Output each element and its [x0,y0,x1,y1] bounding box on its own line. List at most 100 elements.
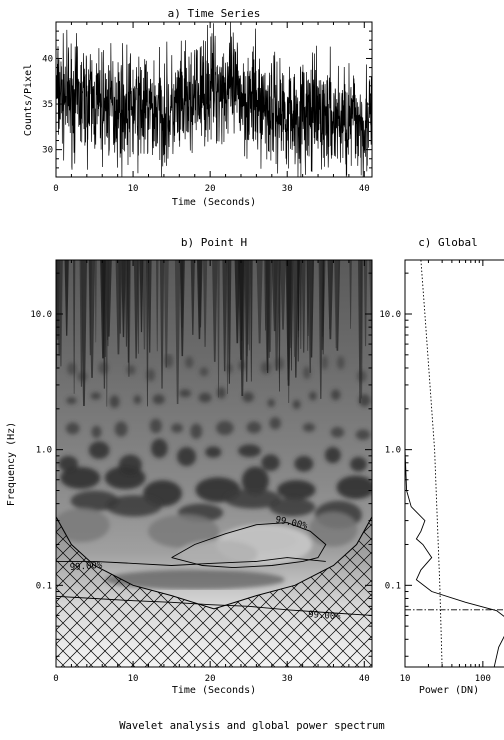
power-blob [324,446,341,464]
power-blob [151,438,168,459]
y-tick-label: 40 [42,54,53,64]
power-streak [285,260,292,386]
power-streak [174,260,181,404]
power-blob [67,362,77,376]
wavelet-power-blobs [56,353,372,590]
power-blob [261,454,280,471]
x-tick-label: 0 [53,674,58,684]
x-tick-label: 10 [128,184,139,194]
power-band [104,569,285,590]
power-streak [217,260,220,398]
power-blob [205,446,222,458]
power-blob [355,429,371,441]
panel-a-title: a) Time Series [168,7,261,20]
power-streak [163,260,169,368]
power-blob [56,508,110,543]
panel-c-ticks: 10.0 1.0 0.1 10 100 [379,260,491,684]
power-blob [269,497,316,517]
x-tick-label: 20 [205,184,216,194]
power-streak [100,260,106,359]
power-streak [280,260,286,330]
power-blob [148,514,220,549]
power-blob [277,480,316,500]
power-blob [109,395,120,408]
power-blob [190,423,203,439]
power-blob [77,371,88,382]
x-tick-label: 0 [53,184,58,194]
power-streak [89,260,95,378]
power-streak [234,260,241,344]
power-streak [267,260,271,358]
y-tick-label: 30 [42,146,53,156]
power-streak [318,260,323,399]
power-blob [133,394,142,405]
significance-contour [56,595,372,616]
panel-b-plot-area [56,260,372,667]
power-streak [271,260,278,332]
panel-b-ticks: 0 10 20 30 40 10.0 1.0 0.1 [30,260,372,684]
power-streak [256,260,263,344]
power-streak [147,260,152,353]
panel-c-frame [404,259,504,668]
power-streak [212,260,218,362]
panel-c-series [405,260,504,667]
power-blob [267,398,275,408]
power-streak [349,260,352,329]
panel-b-title: b) Point H [181,236,247,249]
power-blob [88,441,110,460]
power-blob [269,416,281,430]
power-streak [198,260,203,328]
power-streak [159,260,165,389]
power-streak [227,260,232,384]
power-blob [242,391,254,403]
panel-b-frame [55,259,373,668]
power-blob [90,392,101,400]
power-blob [66,397,77,405]
power-streak [190,260,195,335]
power-blob [303,366,311,380]
x-tick-label: 10 [128,674,139,684]
power-blob [199,366,209,377]
y-tick-label: 35 [42,100,53,110]
power-blob [309,391,317,401]
y-tick-label: 1.0 [36,446,52,456]
power-streak [334,260,339,349]
figure-caption: Wavelet analysis and global power spectr… [119,720,385,732]
y-tick-label: 0.1 [36,581,52,591]
power-streak [308,260,313,373]
x-tick-label: 30 [282,184,293,194]
x-tick-label: 10 [400,674,411,684]
power-blob [146,368,156,382]
power-streak [360,260,363,399]
power-blob [260,361,272,375]
panel-c-xlabel: Power (DN) [419,685,479,696]
power-streak [179,260,185,357]
power-streak [368,260,372,330]
power-blob [98,361,109,375]
x-tick-label: 40 [359,184,370,194]
power-streak [121,260,126,338]
panel-a-series [56,22,372,177]
power-streak [239,260,244,341]
power-streak [250,260,253,382]
power-streak [126,260,131,363]
power-blob [65,422,80,435]
power-streak [146,260,149,407]
panel-b-ylabel: Frequency (Hz) [6,422,17,506]
power-blob [152,394,165,405]
power-blob [105,495,163,517]
power-streak [203,260,208,347]
panel-b-wavelet: b) Point H 0 10 20 30 40 10.0 1.0 0.1 99.00% 99… [6,236,373,696]
power-streak [105,260,108,407]
power-blob [292,399,301,410]
time-series-line [56,22,372,177]
y-tick-label: 10.0 [379,310,401,320]
significance-contour [171,522,327,569]
power-blob [176,447,197,467]
power-blob [330,389,341,401]
panel-b-xlabel: Time (Seconds) [172,685,256,696]
power-blob [171,423,184,433]
power-streak [73,260,76,394]
power-blob [238,444,261,458]
x-tick-label: 100 [475,674,491,684]
